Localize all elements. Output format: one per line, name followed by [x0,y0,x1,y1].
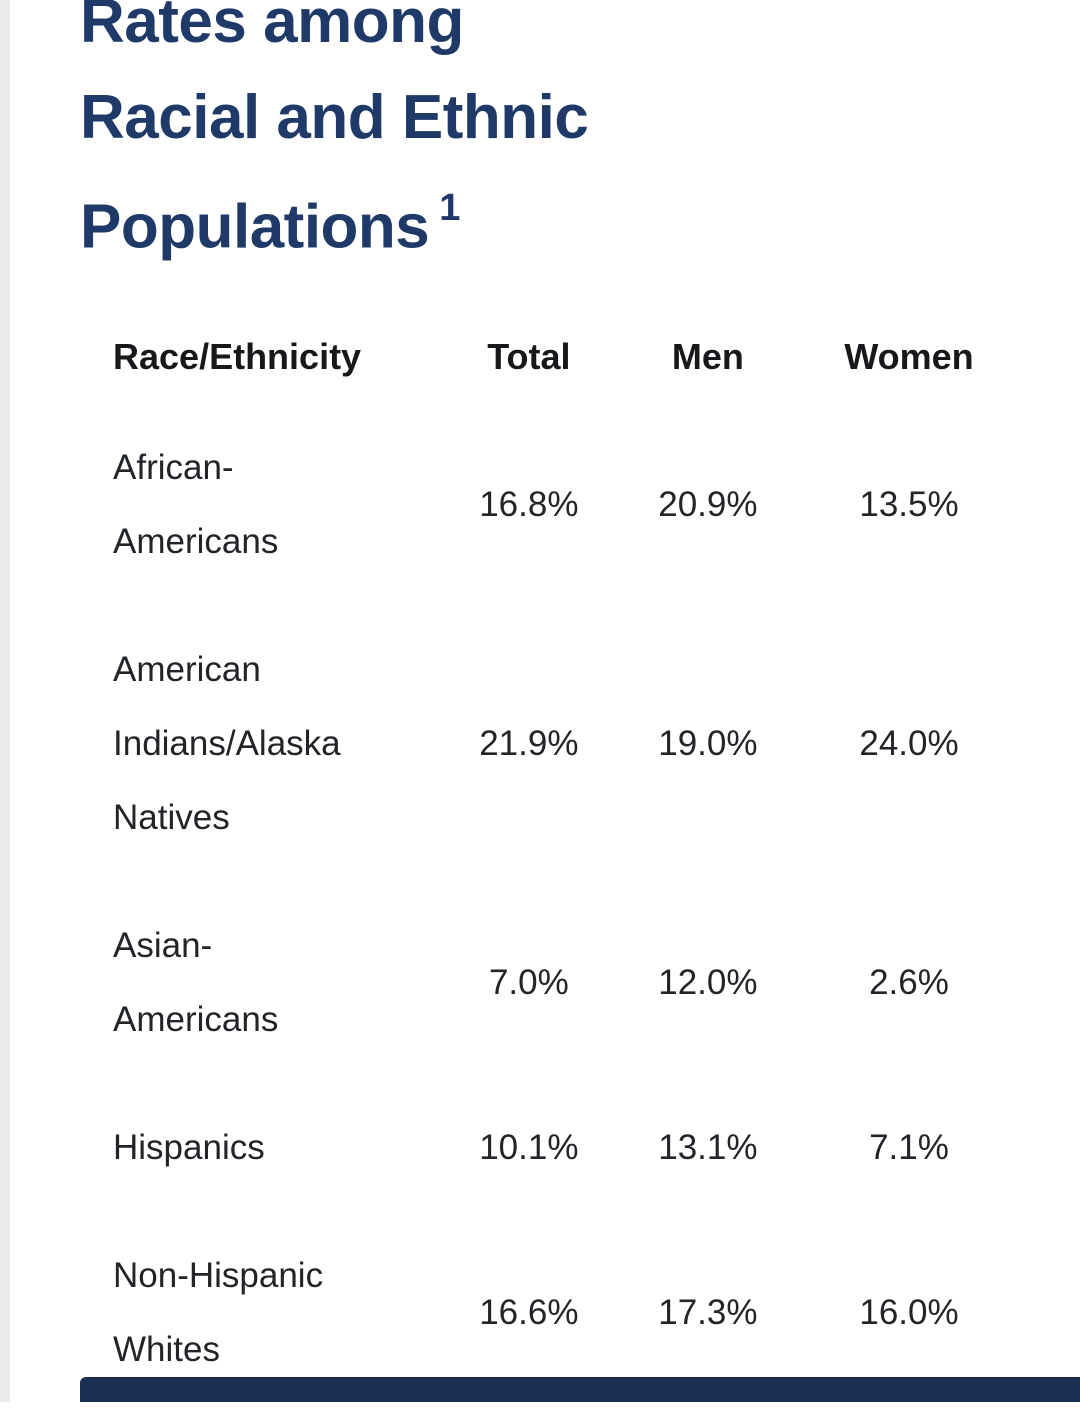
race-name-line: Americans [113,521,279,561]
total-value: 21.9% [479,723,579,763]
left-edge-strip [0,0,10,1402]
column-header-race-ethnicity: Race/Ethnicity [113,335,362,377]
race-name-line: Hispanics [113,1127,265,1167]
race-name: Asian- Americans [113,909,442,1057]
women-value: 2.6% [869,962,949,1002]
table-row-hispanics: Hispanics 10.1% 13.1% 7.1% [113,1084,1018,1212]
table-header-row: Race/Ethnicity Total Men Women [113,328,1018,404]
title-line-3: Populations 1 [80,166,1080,276]
table-row-american-indians-alaska-natives: American Indians/Alaska Natives 21.9% 19… [113,606,1018,882]
page-title: Rates among Racial and Ethnic Population… [80,0,1080,276]
race-name-line: Asian- [113,925,213,965]
women-value: 24.0% [859,723,959,763]
table-row-african-americans: African- Americans 16.8% 20.9% 13.5% [113,404,1018,606]
race-name-line: Indians/Alaska [113,723,341,763]
women-value: 7.1% [869,1127,949,1167]
total-value: 7.0% [488,962,569,1002]
total-value: 10.1% [479,1127,579,1167]
title-line-3-text: Populations [80,192,430,262]
title-line-2: Racial and Ethnic [80,83,589,152]
title-footnote-superscript: 1 [439,187,460,229]
race-name: African- Americans [113,431,442,579]
men-value: 19.0% [658,723,758,763]
race-ethnicity-table: Race/Ethnicity Total Men Women African- … [113,328,1018,1414]
race-name: Hispanics [113,1111,442,1185]
race-name: American Indians/Alaska Natives [113,633,442,855]
race-name-line: American [113,649,261,689]
table-row-asian-americans: Asian- Americans 7.0% 12.0% 2.6% [113,882,1018,1084]
race-name-line: Natives [113,797,230,837]
table-row-non-hispanic-whites: Non-Hispanic Whites 16.6% 17.3% 16.0% [113,1212,1018,1414]
column-header-total: Total [487,335,571,377]
title-line-1: Rates among [80,0,464,56]
men-value: 17.3% [658,1292,758,1332]
race-name-line: African- [113,447,234,487]
race-name-line: Non-Hispanic [113,1255,324,1295]
men-value: 12.0% [658,962,758,1002]
column-header-women: Women [844,335,974,377]
women-value: 13.5% [859,484,959,524]
men-value: 13.1% [658,1127,758,1167]
column-header-men: Men [671,335,744,377]
men-value: 20.9% [658,484,758,524]
race-name: Non-Hispanic Whites [113,1239,442,1387]
total-value: 16.8% [479,484,579,524]
race-name-line: Americans [113,999,279,1039]
race-name-line: Whites [113,1329,220,1369]
women-value: 16.0% [859,1292,959,1332]
total-value: 16.6% [479,1292,579,1332]
footer-bar [80,1377,1080,1402]
